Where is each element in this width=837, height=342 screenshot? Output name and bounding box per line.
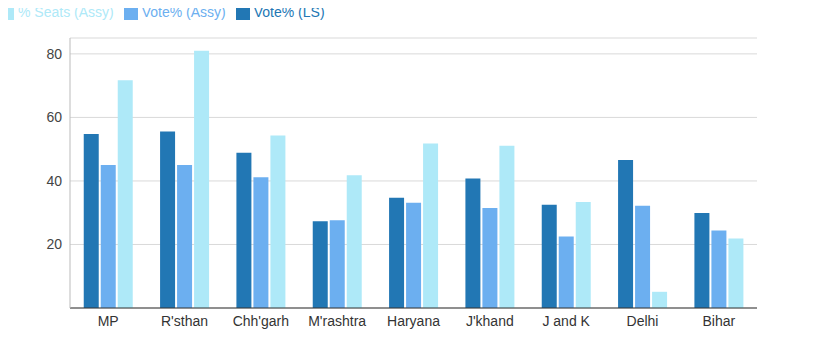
html-text:Vote% (Assy): Vote% (Assy): [141, 4, 226, 20]
svg-text:M'rashtra: M'rashtra: [308, 313, 366, 329]
svg-text:J and K: J and K: [542, 313, 590, 329]
svg-text:60: 60: [46, 109, 62, 125]
svg-text:80: 80: [46, 46, 62, 62]
svg-text:MP: MP: [98, 313, 119, 329]
svg-text:R'sthan: R'sthan: [161, 313, 208, 329]
svg-text:Haryana: Haryana: [387, 313, 440, 329]
svg-text:J'khand: J'khand: [466, 313, 514, 329]
html-text:% Seats (Assy): % Seats (Assy): [18, 4, 114, 20]
svg-text:40: 40: [46, 173, 62, 189]
svg-text:Chh'garh: Chh'garh: [233, 313, 289, 329]
svg-text:20: 20: [46, 236, 62, 252]
html-text:Vote% (LS): Vote% (LS): [253, 4, 325, 20]
svg-text:Bihar: Bihar: [702, 313, 735, 329]
svg-text:Delhi: Delhi: [627, 313, 659, 329]
